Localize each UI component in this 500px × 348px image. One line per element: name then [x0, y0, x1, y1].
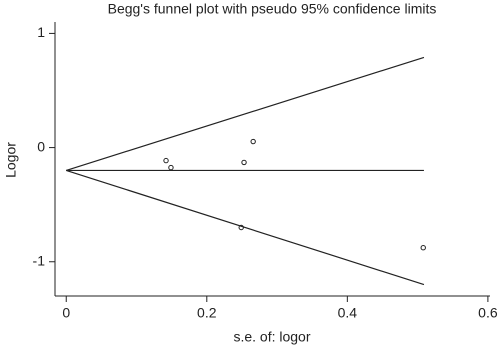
point — [168, 164, 174, 171]
confidence-line — [66, 56, 425, 171]
point — [238, 224, 244, 231]
x-tick-label: 0 — [62, 305, 70, 321]
point — [163, 157, 169, 164]
y-tick-label: 0 — [37, 138, 45, 154]
x-tick-label: 0.6 — [478, 305, 498, 321]
x-tick-label: 0.4 — [338, 305, 358, 321]
chart-title: Begg's funnel plot with pseudo 95% confi… — [108, 1, 437, 17]
x-tick-label: 0.2 — [197, 305, 217, 321]
y-tick-label: -1 — [33, 252, 46, 268]
confidence-line — [66, 169, 425, 286]
point — [420, 245, 426, 251]
point — [241, 159, 247, 166]
x-axis-label: s.e. of: logor — [233, 329, 310, 345]
y-tick-label: 1 — [37, 24, 45, 40]
y-axis-label: Logor — [3, 142, 19, 178]
point — [250, 138, 256, 145]
